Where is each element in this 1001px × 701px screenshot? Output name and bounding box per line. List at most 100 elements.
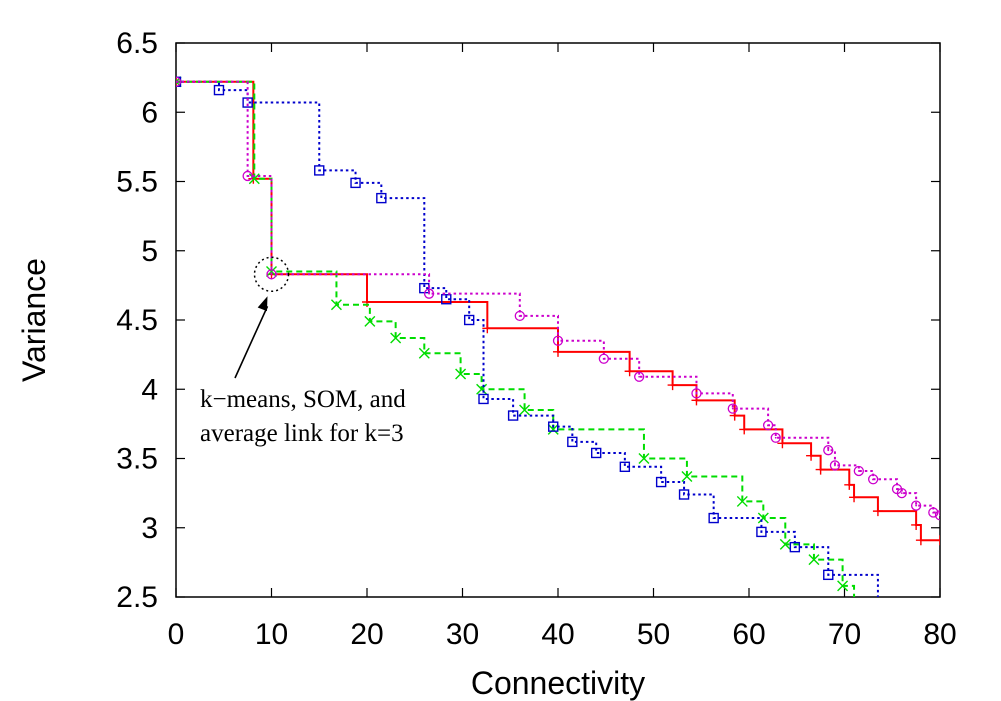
series-3-point-dot [428, 292, 430, 295]
series-3-point [868, 474, 879, 485]
series-1-point [837, 580, 849, 592]
series-3-point-dot [915, 504, 918, 507]
series-2-point [441, 294, 452, 305]
series-2-point [756, 526, 767, 538]
x-tick-label: 10 [255, 618, 288, 651]
series-3-point [266, 269, 277, 280]
y-tick-label: 2.5 [116, 581, 158, 614]
series-3-point [770, 432, 781, 443]
series-1-point [638, 453, 650, 464]
series-3-point-dot [767, 424, 769, 427]
series-0-point [935, 535, 940, 546]
x-tick-label: 20 [350, 618, 383, 651]
series-3-point [727, 403, 738, 414]
y-tick-label: 3.5 [116, 443, 158, 476]
x-tick-label: 40 [541, 618, 574, 651]
y-tick-label: 4 [141, 373, 158, 406]
plot-frame [175, 42, 941, 598]
annotation-text-line: k−means, SOM, and [200, 386, 406, 413]
series-2-point [507, 410, 519, 421]
annotation-layer: k−means, SOM, and average link for k=3 [200, 256, 406, 447]
series-1-point [390, 332, 402, 344]
series-1-point [476, 383, 488, 395]
series-1-point [808, 554, 820, 566]
series-0-point [777, 438, 788, 449]
series-2-point [789, 541, 801, 553]
series-3-point [853, 465, 864, 477]
x-tick-label: 80 [923, 618, 956, 651]
series-3-point [423, 288, 435, 299]
series-3-point [934, 510, 940, 521]
series-2-point [350, 177, 361, 189]
x-tick-label: 0 [168, 618, 185, 651]
series-2-point [591, 447, 602, 459]
series-1-point [418, 347, 430, 359]
series-0-point [911, 519, 922, 530]
series-2-line [176, 80, 879, 597]
series-0-point [806, 450, 817, 461]
series-0-point [739, 424, 750, 435]
series-0-point [553, 346, 563, 357]
series-3-point [176, 76, 182, 87]
series-1 [176, 76, 856, 597]
series-3-point-dot [939, 514, 940, 517]
annotation-arrow-line [234, 305, 269, 379]
series-3-point [691, 388, 702, 399]
series-0-point [815, 464, 826, 475]
series-3-point [242, 170, 253, 182]
series-3-point [598, 353, 609, 364]
x-axis-title: Connectivity [471, 665, 645, 701]
series-3-point [928, 507, 939, 518]
series-3-point-dot [731, 407, 734, 410]
annotation-arrow-head [257, 296, 268, 312]
series-0-point [691, 395, 702, 406]
series-1-point [779, 538, 791, 550]
series-3-point-dot [557, 339, 559, 342]
series-3-point-dot [774, 436, 777, 439]
series-0-point [624, 366, 635, 377]
series-3-line [176, 80, 940, 516]
series-2-point [655, 476, 667, 488]
series-1-point [330, 299, 342, 311]
series-3-point-dot [518, 314, 521, 317]
series-3-point-dot [834, 464, 836, 467]
x-tick-label: 30 [446, 618, 479, 651]
series-3-point-dot [638, 375, 641, 378]
series-2-point [567, 436, 578, 448]
series-1-point [757, 512, 769, 524]
series-3-point [552, 335, 564, 346]
y-tick-label: 3 [141, 512, 158, 545]
annotation-text-line: average link for k=3 [200, 420, 404, 447]
series-2 [176, 76, 879, 597]
y-tick-label: 5 [141, 235, 158, 268]
series-3-point [823, 445, 834, 456]
series-1-line [176, 80, 856, 597]
series-3-point-dot [602, 357, 605, 360]
series-layer [176, 76, 940, 597]
series-0-point [849, 492, 860, 503]
series-3-point [896, 487, 907, 499]
series-3-point-dot [872, 478, 875, 481]
series-0-point [482, 323, 493, 334]
series-3-point-dot [270, 273, 273, 276]
series-2-point [548, 421, 559, 432]
series-3-point [910, 500, 922, 511]
series-2-point [619, 461, 631, 473]
series-1-point [519, 404, 531, 416]
series-3-point-dot [857, 470, 860, 472]
series-0-point [844, 479, 855, 490]
series-2-point [708, 512, 719, 524]
x-tick-label: 70 [828, 618, 861, 651]
series-3-point-dot [896, 488, 898, 490]
y-axis-title: Variance [16, 258, 52, 382]
series-1-point [364, 315, 376, 327]
series-3-point [762, 420, 774, 431]
series-0-point [872, 506, 883, 517]
series-0-line [176, 80, 940, 542]
series-2-point [376, 192, 387, 204]
series-1-point [681, 471, 693, 482]
series-3-point-dot [695, 392, 698, 395]
series-3-point-dot [246, 175, 249, 177]
